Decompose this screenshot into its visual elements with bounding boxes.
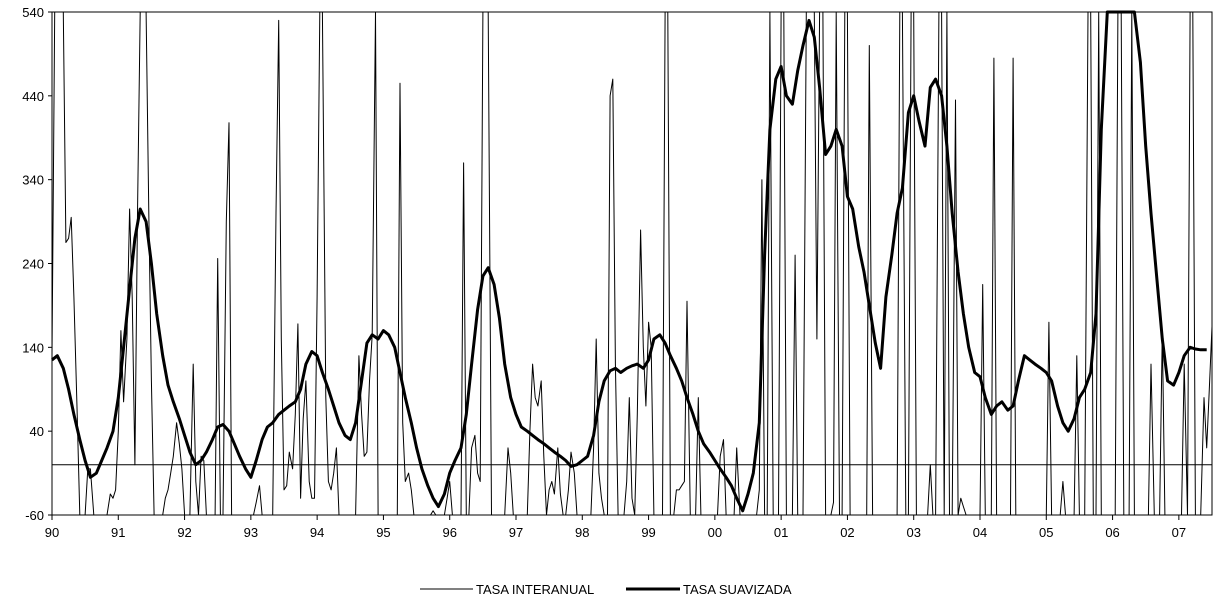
y-tick-label: 240 [22,257,44,272]
y-tick-label: -60 [25,508,44,523]
x-tick-label: 95 [376,525,390,540]
x-tick-label: 02 [840,525,854,540]
x-tick-label: 00 [708,525,722,540]
x-tick-label: 98 [575,525,589,540]
y-tick-label: 440 [22,89,44,104]
x-tick-label: 05 [1039,525,1053,540]
x-tick-label: 03 [906,525,920,540]
y-axis: -60 40 140 240 340 440 540 [22,5,52,523]
y-tick-label: 140 [22,340,44,355]
x-axis: 90 91 92 93 94 95 96 97 98 99 00 01 02 03 04 05 06 07 [45,515,1186,540]
x-tick-label: 97 [509,525,523,540]
y-tick-label: 40 [30,424,44,439]
x-tick-label: 96 [442,525,456,540]
x-tick-label: 04 [973,525,987,540]
legend: TASA INTERANUAL TASA SUAVIZADA [420,582,792,597]
series-layer [51,10,1213,516]
x-tick-label: 99 [641,525,655,540]
x-tick-label: 94 [310,525,324,540]
x-tick-label: 07 [1172,525,1186,540]
x-tick-label: 91 [111,525,125,540]
legend-label-suavizada: TASA SUAVIZADA [683,582,792,597]
x-tick-label: 01 [774,525,788,540]
x-tick-label: 06 [1105,525,1119,540]
y-tick-label: 340 [22,173,44,188]
x-tick-label: 92 [177,525,191,540]
legend-label-interanual: TASA INTERANUAL [476,582,594,597]
series-line-tasa-interanual [51,11,1213,516]
series-line-tasa-suavizada [51,10,1207,513]
y-tick-label: 540 [22,5,44,20]
x-tick-label: 93 [244,525,258,540]
x-tick-label: 90 [45,525,59,540]
